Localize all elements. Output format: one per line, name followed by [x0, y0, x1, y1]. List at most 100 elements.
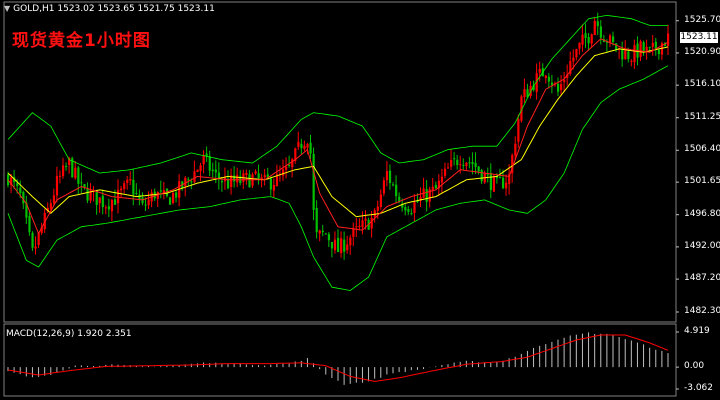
candle-body	[208, 156, 211, 171]
candle-body	[557, 83, 560, 92]
macd-title: MACD(12,26,9) 1.920 2.351	[6, 329, 132, 339]
candle-body	[52, 195, 56, 204]
candle-body	[654, 41, 657, 50]
candle-body	[358, 225, 361, 228]
candle-body	[633, 45, 636, 63]
candle-body	[608, 35, 612, 43]
candle-body	[477, 166, 480, 172]
candle-body	[288, 164, 291, 166]
candle-body	[349, 237, 352, 246]
candle-body	[355, 226, 358, 228]
candle-body	[535, 73, 538, 92]
candle-body	[379, 194, 382, 207]
candle-body	[123, 183, 126, 189]
candle-body	[89, 190, 92, 201]
candle-body	[376, 206, 379, 211]
candle-body	[168, 197, 172, 205]
candle-body	[660, 43, 664, 55]
candle-body	[275, 174, 279, 187]
candle-body	[309, 142, 312, 154]
candle-body	[248, 174, 251, 188]
price-tick-label: 1511.25	[684, 111, 720, 122]
candle-body	[31, 232, 34, 248]
candle-body	[196, 169, 199, 173]
candle-body	[382, 180, 386, 194]
ma-slow-line	[7, 46, 669, 218]
macd-tick-label: -3.062	[684, 383, 714, 393]
candle-body	[184, 177, 187, 187]
price-tick-label: 1506.40	[684, 144, 720, 155]
candle-body	[663, 43, 667, 47]
candle-body	[312, 153, 315, 210]
candle-body	[520, 96, 523, 121]
candle-body	[300, 143, 303, 149]
candle-body	[532, 85, 535, 91]
candle-body	[572, 57, 575, 62]
candle-body	[465, 162, 468, 167]
candle-body	[321, 230, 324, 233]
candle-body	[101, 195, 104, 208]
candle-body	[505, 182, 508, 189]
candle-body	[443, 168, 447, 176]
macd-pane-frame	[3, 323, 677, 397]
candle-body	[138, 194, 141, 200]
candle-body	[639, 41, 642, 57]
macd-tick-label: 0.00	[684, 361, 705, 372]
candle-body	[303, 145, 306, 149]
candle-body	[453, 158, 456, 160]
candle-body	[37, 232, 40, 245]
candle-body	[291, 159, 294, 168]
candle-body	[71, 158, 74, 178]
candle-body	[172, 193, 175, 203]
price-tick-label: 1525.70	[684, 14, 720, 25]
candle-body	[667, 33, 670, 46]
candle-body	[269, 178, 272, 190]
candle-body	[25, 202, 28, 218]
candle-body	[398, 196, 401, 202]
candle-body	[16, 183, 19, 187]
candle-body	[440, 176, 444, 183]
candle-body	[361, 220, 364, 228]
candle-body	[107, 206, 111, 210]
bollinger-lower-line	[7, 65, 669, 291]
candle-body	[502, 177, 505, 189]
candle-body	[373, 210, 376, 217]
candle-body	[98, 197, 101, 204]
candle-body	[410, 213, 413, 215]
candle-body	[544, 75, 547, 78]
symbol-title: GOLD,H1 1523.02 1523.65 1521.75 1523.11	[13, 4, 215, 14]
candle-body	[62, 165, 65, 177]
candle-body	[627, 51, 630, 59]
candle-body	[563, 79, 566, 83]
candle-body	[612, 36, 615, 43]
candle-body	[40, 227, 43, 233]
candle-body	[590, 34, 593, 44]
candle-body	[327, 234, 331, 241]
main-pane-frame	[3, 1, 677, 323]
candle-body	[587, 36, 590, 44]
price-tick-label: 1482.30	[684, 306, 720, 316]
candle-body	[462, 164, 465, 166]
candle-body	[450, 160, 453, 167]
candle-body	[217, 172, 221, 180]
candle-body	[175, 192, 178, 198]
candle-body	[306, 143, 309, 148]
price-tick-label: 1492.00	[684, 240, 720, 251]
candle-body	[74, 167, 77, 179]
dropdown-triangle-icon[interactable]: ▼	[4, 4, 11, 13]
candle-body	[337, 237, 340, 252]
candle-body	[642, 42, 645, 52]
candle-body	[621, 49, 624, 60]
candle-body	[193, 171, 196, 183]
candle-body	[425, 189, 428, 202]
candle-body	[526, 89, 529, 98]
candle-body	[230, 175, 233, 188]
candle-body	[651, 42, 654, 47]
candle-body	[28, 216, 31, 233]
candle-body	[599, 26, 602, 38]
candle-body	[401, 203, 404, 208]
candle-body	[77, 167, 80, 184]
candle-body	[22, 191, 25, 204]
candle-body	[68, 157, 71, 166]
candle-body	[10, 177, 13, 186]
